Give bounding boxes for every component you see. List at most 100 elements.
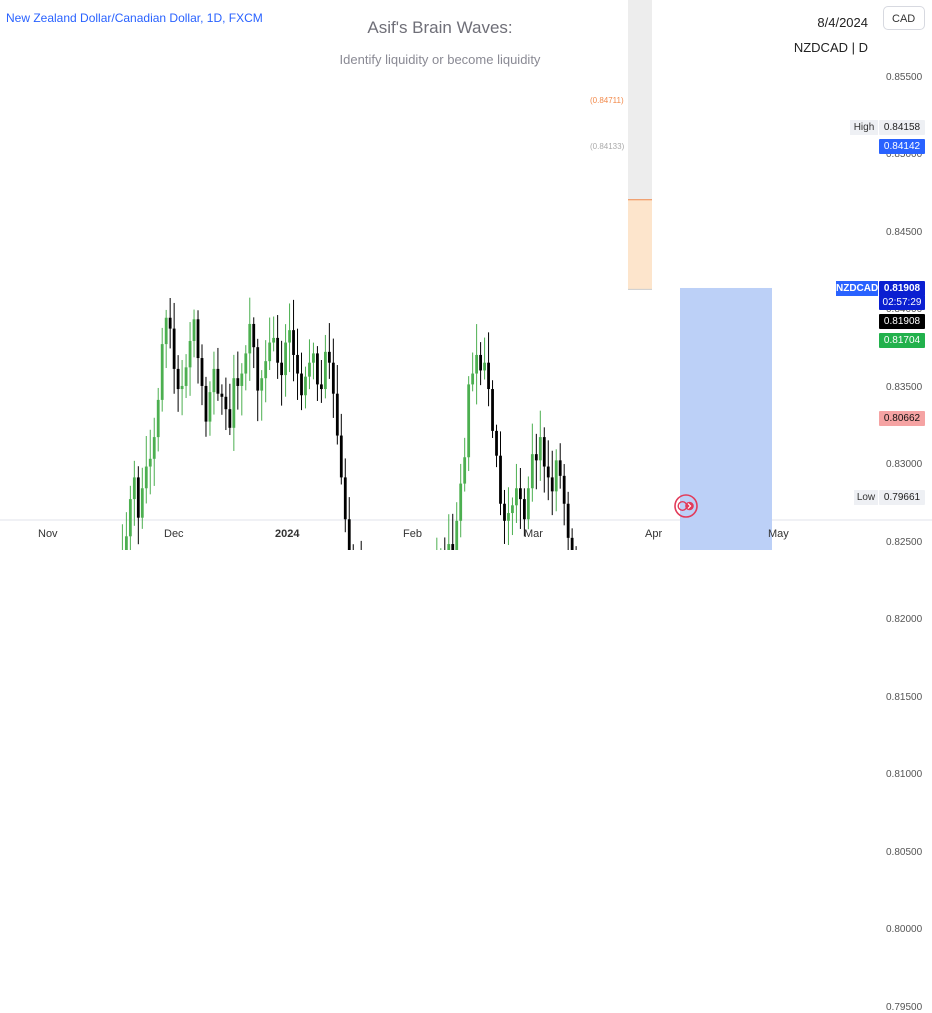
high-label: High xyxy=(850,120,878,135)
candle-body xyxy=(244,353,248,374)
candle-body xyxy=(483,362,486,371)
price-tick-label: 0.81500 xyxy=(886,691,923,703)
candle-body xyxy=(511,505,514,514)
candle-body xyxy=(467,384,471,458)
candle-body xyxy=(546,466,550,478)
candle-body xyxy=(447,544,451,550)
candle-body xyxy=(347,519,351,550)
price-tick-label: 0.80500 xyxy=(886,846,923,858)
x-label-may: May xyxy=(768,528,789,540)
candle-body xyxy=(216,368,220,394)
candle-body xyxy=(292,330,295,355)
candle-body xyxy=(212,368,216,393)
candle-body xyxy=(240,373,244,386)
price-tick-label: 0.81000 xyxy=(886,769,923,780)
candle-body xyxy=(308,362,311,377)
ticker-label: NZDCAD | D xyxy=(793,40,868,55)
level-box xyxy=(628,0,652,237)
candle-body xyxy=(566,503,570,538)
candle-body xyxy=(534,454,538,461)
candle-body xyxy=(260,378,264,391)
high-value: 0.84158 xyxy=(879,120,925,135)
candle-body xyxy=(288,330,291,343)
candle-body xyxy=(272,337,276,343)
candle-body xyxy=(499,455,502,504)
candle-body xyxy=(248,323,252,354)
candle-body xyxy=(132,477,136,500)
candle-body xyxy=(327,351,331,363)
candle-body xyxy=(570,537,574,550)
candle-body xyxy=(487,362,490,390)
candle-body xyxy=(320,384,323,390)
candle-body xyxy=(280,362,283,376)
stop-price-tag: 0.80662 xyxy=(879,411,925,426)
x-label-mar: Mar xyxy=(524,528,543,540)
candle-body xyxy=(522,499,526,520)
level-zone xyxy=(628,199,652,290)
entry-price-tag: 0.81704 xyxy=(879,333,925,348)
candle-body xyxy=(455,520,459,550)
candle-body xyxy=(463,457,467,484)
date-label: 8/4/2024 xyxy=(817,15,868,30)
candle-body xyxy=(542,437,546,467)
candle-body xyxy=(152,437,156,459)
price-tick-label: 0.85000 xyxy=(886,149,923,160)
candle-body xyxy=(558,460,562,476)
target-zone xyxy=(680,287,772,550)
candle-body xyxy=(200,358,204,386)
current-price-tag: 0.81908 xyxy=(879,314,925,329)
candle-body xyxy=(276,337,280,363)
candle-body xyxy=(192,319,196,341)
countdown-tag: 02:57:29 xyxy=(879,295,925,310)
candle-body xyxy=(471,373,475,385)
candle-body xyxy=(479,354,482,371)
price-chart[interactable] xyxy=(0,0,932,550)
x-label-2024: 2024 xyxy=(275,528,300,540)
x-label-apr: Apr xyxy=(645,528,663,540)
candle-body xyxy=(451,544,455,550)
candle-body xyxy=(252,323,256,348)
broadcast-logo-icon[interactable] xyxy=(674,494,698,518)
candle-body xyxy=(172,328,176,369)
candle-body xyxy=(188,341,192,368)
candle-body xyxy=(503,503,506,521)
candle-body xyxy=(331,362,335,394)
x-label-feb: Feb xyxy=(403,528,422,540)
price-tick-label: 0.84500 xyxy=(886,226,923,238)
candle-body xyxy=(304,376,307,396)
price-tick-label: 0.85500 xyxy=(886,71,923,83)
candle-body xyxy=(339,435,343,478)
candle-body xyxy=(180,385,184,390)
candle-body xyxy=(236,378,240,386)
candle-body xyxy=(208,392,212,422)
x-label-dec: Dec xyxy=(164,528,184,540)
candle-body xyxy=(538,437,542,461)
candle-body xyxy=(148,458,152,467)
candle-body xyxy=(562,475,566,504)
currency-button[interactable]: CAD xyxy=(883,6,925,30)
candle-body xyxy=(224,396,228,410)
price-tick-label: 0.82000 xyxy=(886,614,923,625)
candle-body xyxy=(160,344,164,400)
candle-body xyxy=(519,488,522,500)
candle-body xyxy=(526,488,530,520)
symbol-title[interactable]: New Zealand Dollar/Canadian Dollar, 1D, … xyxy=(6,11,263,25)
candle-body xyxy=(491,389,494,431)
candle-body xyxy=(140,488,144,518)
candle-body xyxy=(316,353,319,385)
candle-body xyxy=(204,385,208,422)
candle-body xyxy=(124,536,128,550)
candle-body xyxy=(268,342,272,362)
watermark-subtitle: Identify liquidity or become liquidity xyxy=(339,52,541,67)
candle-body xyxy=(168,317,172,329)
price-tick-label: 0.83500 xyxy=(886,381,923,393)
candle-body xyxy=(228,409,232,428)
candle-body xyxy=(335,393,339,436)
candle-body xyxy=(184,367,188,386)
candle-body xyxy=(256,347,260,391)
price-tick-label: 0.83000 xyxy=(886,459,923,470)
candle-body xyxy=(284,342,287,376)
low-label: Low xyxy=(854,490,878,505)
candle-body xyxy=(554,460,558,492)
candle-body xyxy=(136,477,140,518)
